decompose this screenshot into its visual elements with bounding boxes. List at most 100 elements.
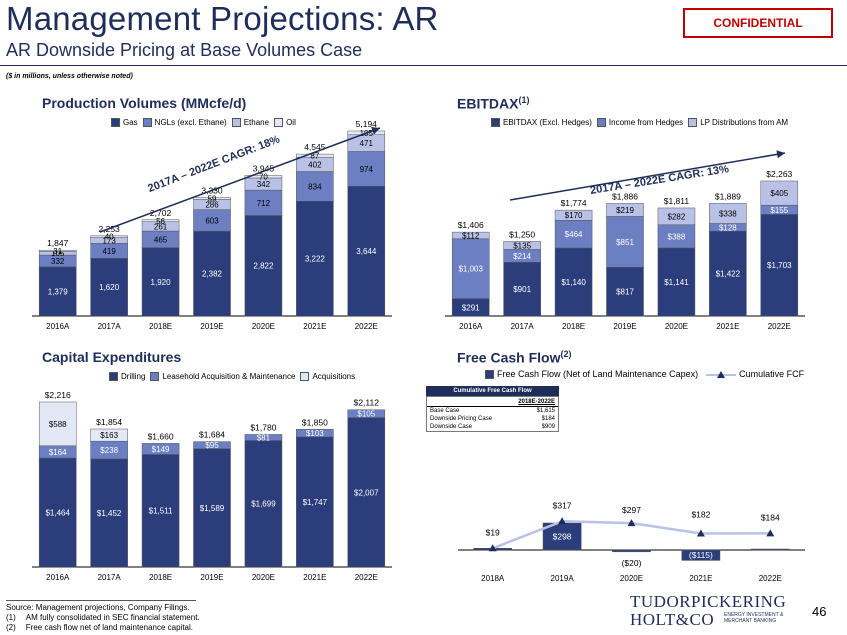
capex-bar-label: $164 bbox=[49, 448, 67, 457]
fcf-tick-label: 2019A bbox=[551, 574, 575, 583]
footnote-1-num: (1) bbox=[6, 613, 16, 622]
footer-divider bbox=[6, 600, 196, 601]
production-bar-label: 2,382 bbox=[202, 270, 223, 279]
capex-bar-label: $588 bbox=[49, 420, 67, 429]
legend-swatch-lp bbox=[688, 118, 698, 127]
ebitdax-bar-label: $282 bbox=[668, 212, 686, 221]
production-bar-3 bbox=[141, 219, 180, 223]
fcf-row-label: Base Case bbox=[430, 408, 460, 414]
capex-tick-label: 2017A bbox=[98, 573, 122, 582]
fcf-cumulative-label: $182 bbox=[691, 510, 710, 520]
legend-ebitdax: EBITDAX (Excl. Hedges) bbox=[503, 118, 592, 127]
ebitdax-cagr-label: 2017A – 2022E CAGR: 13% bbox=[589, 163, 730, 197]
legend-drilling: Drilling bbox=[121, 372, 146, 381]
ebitdax-bar-2 bbox=[554, 209, 593, 221]
production-total-label: 1,847 bbox=[47, 238, 69, 248]
ebitdax-bar-0 bbox=[503, 262, 541, 317]
capex-tick-label: 2019E bbox=[200, 573, 223, 582]
capex-bar-label: $1,589 bbox=[200, 504, 225, 513]
ebitdax-bar-0 bbox=[657, 247, 696, 317]
production-cagr-arrow bbox=[99, 127, 381, 233]
production-bar-label: 31 bbox=[53, 247, 62, 256]
capex-bar-0 bbox=[38, 457, 77, 568]
fcf-row-value: $184 bbox=[541, 416, 555, 422]
production-bar-0 bbox=[90, 258, 128, 317]
capex-title: Capital Expenditures bbox=[42, 349, 182, 365]
ebitdax-tick-label: 2017A bbox=[511, 322, 535, 331]
capex-tick-label: 2021E bbox=[303, 573, 326, 582]
ebitdax-tick-label: 2018E bbox=[562, 322, 585, 331]
firm-logo-line1: TUDORPICKERING bbox=[630, 592, 787, 611]
production-bar-label: 974 bbox=[360, 165, 374, 174]
capex-bar-1 bbox=[296, 429, 334, 438]
fcf-cumulative-point bbox=[488, 544, 497, 552]
ebitdax-total-label: $1,406 bbox=[458, 220, 484, 230]
production-bar-label: 332 bbox=[51, 257, 65, 266]
legend-lp: LP Distributions from AM bbox=[700, 118, 789, 127]
production-bar-1 bbox=[296, 171, 334, 202]
fcf-bar-label: ($20) bbox=[622, 558, 642, 568]
production-cagr-arrowhead bbox=[371, 127, 380, 135]
ebitdax-bar-0 bbox=[554, 247, 593, 317]
fcf-table-row: Base Case $1,615 bbox=[427, 407, 558, 415]
firm-logo-line2: HOLT&CO bbox=[630, 610, 715, 629]
production-tick-label: 2019E bbox=[200, 322, 223, 331]
production-bar-label: 286 bbox=[205, 201, 219, 210]
fcf-tick-label: 2022E bbox=[759, 574, 782, 583]
capex-bar-0 bbox=[141, 454, 180, 568]
ebitdax-total-label: $1,811 bbox=[664, 196, 690, 206]
fcf-bar bbox=[681, 549, 721, 561]
ebitdax-total-label: $1,774 bbox=[561, 198, 587, 208]
ebitdax-bar-label: $1,703 bbox=[767, 261, 792, 270]
ebitdax-bar-2 bbox=[760, 180, 799, 206]
ebitdax-title-note: (1) bbox=[518, 95, 530, 105]
ebitdax-bar-label: $388 bbox=[668, 232, 686, 241]
capex-bar-label: $1,452 bbox=[97, 509, 122, 518]
capex-bar-label: $1,511 bbox=[149, 507, 173, 516]
ebitdax-tick-label: 2020E bbox=[665, 322, 688, 331]
fcf-cumulative-point bbox=[696, 529, 705, 537]
cumulative-fcf-table: Cumulative Free Cash Flow 2018E-2022E Ba… bbox=[426, 386, 559, 432]
legend-cumulative: Cumulative FCF bbox=[739, 369, 805, 379]
ebitdax-total-label: $2,263 bbox=[766, 169, 792, 179]
ebitdax-bar-label: $170 bbox=[565, 211, 583, 220]
ebitdax-total-label: $1,886 bbox=[612, 191, 638, 201]
capex-bar-0 bbox=[193, 448, 231, 568]
capex-total-label: $1,854 bbox=[96, 417, 122, 427]
legend-swatch-leasehold bbox=[150, 372, 160, 381]
fcf-bar-label: $298 bbox=[553, 532, 572, 542]
ebitdax-tick-label: 2022E bbox=[768, 322, 791, 331]
capex-bar-0 bbox=[90, 458, 128, 568]
capex-bar-2 bbox=[90, 428, 128, 442]
capex-bar-label: $1,747 bbox=[303, 498, 328, 507]
production-bar-1 bbox=[244, 189, 283, 216]
production-bar-label: 1,620 bbox=[99, 283, 120, 292]
fcf-legend: Free Cash Flow (Net of Land Maintenance … bbox=[480, 369, 804, 379]
legend-swatch-ngl bbox=[142, 118, 152, 127]
production-bar-label: 105 bbox=[51, 249, 65, 258]
production-legend: Gas NGLs (excl. Ethane) Ethane Oil bbox=[106, 118, 296, 127]
production-bar-3 bbox=[244, 175, 283, 179]
legend-swatch-hedges bbox=[596, 118, 606, 127]
page-title: Management Projections: AR bbox=[6, 0, 439, 37]
capex-bar-label: $1,464 bbox=[45, 508, 70, 517]
production-total-label: 2,702 bbox=[150, 208, 172, 218]
production-bar-label: 3,644 bbox=[356, 247, 377, 256]
ebitdax-total-label: $1,250 bbox=[509, 229, 535, 239]
capex-total-label: $1,780 bbox=[250, 422, 276, 432]
fcf-bar bbox=[750, 548, 790, 551]
production-bar-label: 87 bbox=[310, 152, 319, 161]
fcf-cumulative-point bbox=[766, 529, 775, 537]
capex-tick-label: 2018E bbox=[149, 573, 172, 582]
fcf-table-body: 2018E-2022E Base Case $1,615 Downside Pri… bbox=[426, 396, 559, 432]
capex-bar-1 bbox=[244, 434, 283, 441]
ebitdax-title: EBITDAX(1) bbox=[457, 95, 529, 112]
production-bar-3 bbox=[193, 197, 231, 200]
fcf-cumulative-label: $184 bbox=[761, 512, 780, 522]
fcf-tick-label: 2020E bbox=[620, 574, 643, 583]
production-bar-label: 603 bbox=[205, 216, 219, 225]
capex-total-label: $2,216 bbox=[45, 390, 71, 400]
capex-total-label: $2,112 bbox=[354, 398, 380, 408]
fcf-row-value: $909 bbox=[541, 424, 555, 430]
ebitdax-bar-label: $851 bbox=[616, 238, 634, 247]
